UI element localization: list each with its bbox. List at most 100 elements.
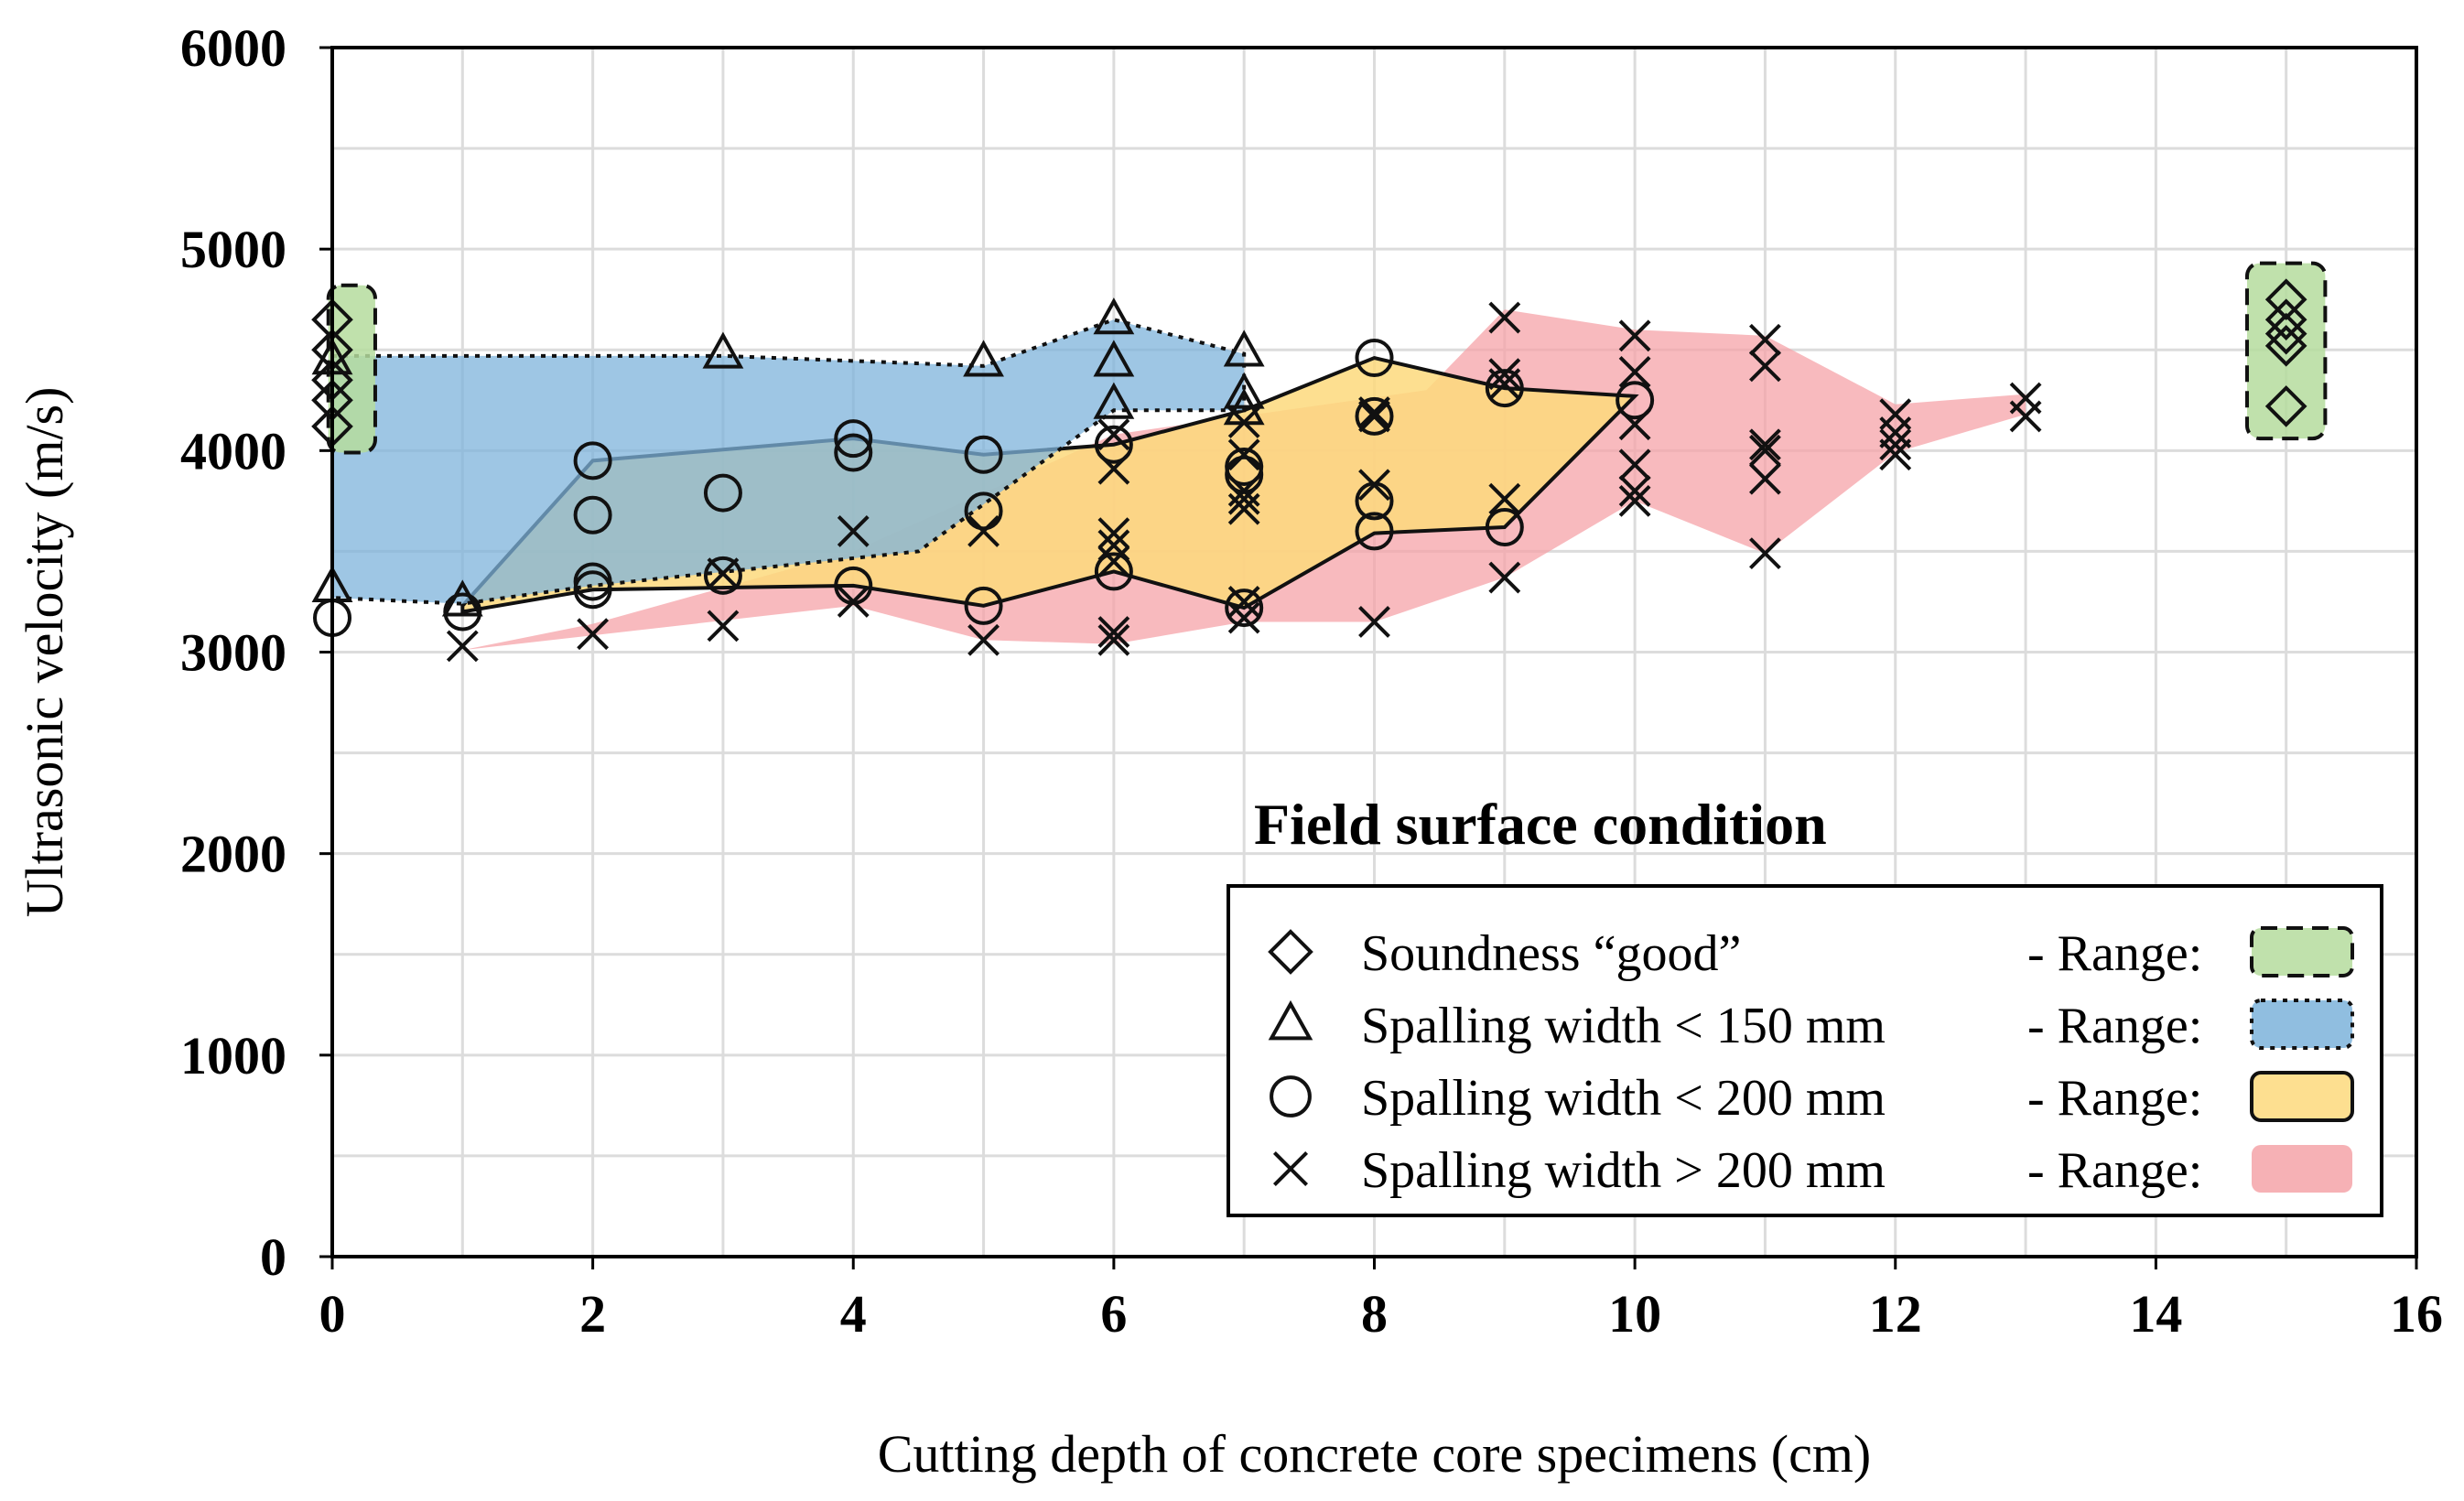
point-x bbox=[1618, 319, 1651, 352]
point-triangle bbox=[1093, 382, 1135, 419]
point-circle bbox=[1094, 552, 1133, 591]
point-x bbox=[1749, 537, 1781, 570]
x-tick-label: 8 bbox=[1361, 1284, 1388, 1344]
point-x bbox=[1227, 601, 1260, 634]
point-x bbox=[1097, 452, 1130, 485]
legend-marker-x bbox=[1272, 1150, 1309, 1187]
point-x bbox=[446, 630, 479, 663]
point-x bbox=[1097, 418, 1130, 451]
point-triangle bbox=[1093, 340, 1135, 377]
y-tick-label: 1000 bbox=[180, 1026, 286, 1085]
point-x bbox=[1749, 350, 1781, 383]
point-x bbox=[1488, 561, 1521, 594]
point-x bbox=[1879, 428, 1912, 461]
legend-title: Field surface condition bbox=[1254, 792, 1827, 857]
legend: Soundness “good” - Range: Spalling width <… bbox=[1227, 884, 2383, 1217]
point-diamond bbox=[2264, 325, 2307, 367]
point-circle bbox=[1094, 425, 1133, 464]
point-circle bbox=[1616, 381, 1655, 420]
point-x bbox=[967, 514, 1000, 547]
y-tick-label: 4000 bbox=[180, 421, 286, 481]
point-x bbox=[1618, 448, 1651, 481]
y-tick-label: 6000 bbox=[180, 18, 286, 78]
point-x bbox=[1097, 529, 1130, 562]
point-x bbox=[1749, 462, 1781, 495]
point-x bbox=[1618, 408, 1651, 441]
x-axis-title: Cutting depth of concrete core specimens… bbox=[878, 1424, 1872, 1484]
point-triangle bbox=[441, 579, 483, 617]
point-x bbox=[1227, 586, 1260, 618]
point-x bbox=[707, 557, 740, 590]
point-circle bbox=[834, 433, 873, 472]
point-x bbox=[1749, 323, 1781, 356]
x-tick-label: 6 bbox=[1100, 1284, 1127, 1344]
point-circle bbox=[573, 570, 612, 610]
point-triangle bbox=[1223, 329, 1265, 367]
point-circle bbox=[573, 495, 612, 535]
y-tick-label: 5000 bbox=[180, 220, 286, 279]
x-tick-label: 12 bbox=[1869, 1284, 1922, 1344]
y-tick-label: 3000 bbox=[180, 623, 286, 683]
range-areas bbox=[326, 261, 2328, 651]
data-points bbox=[311, 278, 2307, 663]
point-circle bbox=[573, 441, 612, 481]
legend-range-label: - Range: bbox=[2027, 1142, 2202, 1199]
legend-label: Spalling width < 200 mm bbox=[1361, 1070, 1886, 1127]
point-x bbox=[1227, 406, 1260, 438]
point-x bbox=[837, 514, 870, 547]
point-circle bbox=[703, 556, 742, 595]
legend-marker-circle bbox=[1270, 1075, 1312, 1118]
x-tick-label: 2 bbox=[579, 1284, 606, 1344]
point-x bbox=[1358, 469, 1390, 502]
point-x bbox=[1227, 438, 1260, 471]
point-x bbox=[1097, 545, 1130, 578]
point-triangle bbox=[1093, 297, 1135, 335]
point-x bbox=[1749, 434, 1781, 467]
legend-range-label: - Range: bbox=[2027, 1070, 2202, 1127]
legend-range-label: - Range: bbox=[2027, 925, 2202, 982]
point-x bbox=[1618, 356, 1651, 388]
point-circle bbox=[1355, 512, 1394, 551]
range-triangle bbox=[330, 318, 1247, 606]
legend-label: Soundness “good” bbox=[1361, 925, 1741, 982]
legend-swatch bbox=[2252, 1145, 2352, 1193]
point-circle bbox=[1355, 396, 1394, 436]
point-circle bbox=[703, 473, 742, 513]
point-circle bbox=[1485, 507, 1524, 546]
point-circle bbox=[834, 419, 873, 459]
point-diamond bbox=[2264, 298, 2307, 341]
point-x bbox=[1879, 438, 1912, 471]
x-tick-label: 4 bbox=[840, 1284, 867, 1344]
legend-marker-triangle bbox=[1268, 999, 1313, 1041]
point-x bbox=[577, 618, 610, 651]
point-x bbox=[837, 586, 870, 618]
point-circle bbox=[1355, 339, 1394, 378]
point-x bbox=[1097, 616, 1130, 648]
point-x bbox=[1097, 517, 1130, 550]
legend-swatch bbox=[2250, 926, 2354, 977]
y-tick-label: 0 bbox=[260, 1227, 286, 1287]
point-x bbox=[2009, 382, 2042, 415]
point-x bbox=[1618, 484, 1651, 517]
point-circle bbox=[1225, 589, 1264, 628]
point-x bbox=[1488, 368, 1521, 401]
point-x bbox=[1227, 482, 1260, 515]
point-x bbox=[1358, 606, 1390, 638]
point-x bbox=[1358, 396, 1390, 428]
point-x bbox=[1358, 400, 1390, 433]
point-triangle bbox=[1223, 372, 1265, 409]
y-tick-label: 2000 bbox=[180, 825, 286, 884]
legend-swatch bbox=[2250, 999, 2354, 1050]
y-axis-title: Ultrasonic velocity (m/s) bbox=[15, 387, 74, 918]
point-circle bbox=[443, 592, 482, 632]
point-x bbox=[1488, 358, 1521, 391]
axis-ticks: 0 2 4 6 8 10 12 14 16 0 1000 2000 3000 4000 5000 6000 bbox=[180, 18, 2443, 1344]
point-circle bbox=[964, 586, 1003, 625]
x-tick-label: 0 bbox=[319, 1284, 346, 1344]
point-x bbox=[1227, 474, 1260, 507]
point-circle bbox=[964, 491, 1003, 531]
x-tick-label: 16 bbox=[2390, 1284, 2443, 1344]
point-x bbox=[1749, 428, 1781, 461]
x-tick-label: 14 bbox=[2129, 1284, 2182, 1344]
x-tick-label: 10 bbox=[1608, 1284, 1661, 1344]
